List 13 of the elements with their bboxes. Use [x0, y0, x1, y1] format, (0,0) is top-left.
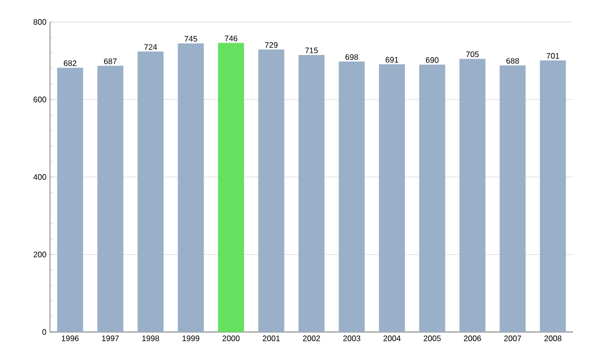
bar: [540, 60, 566, 332]
bar: [138, 51, 164, 332]
bar: [500, 65, 526, 332]
bar: [258, 50, 284, 332]
bar: [459, 58, 486, 332]
bar: [218, 42, 244, 332]
bar: [178, 43, 204, 332]
bar: [338, 62, 365, 332]
bar: [298, 54, 325, 332]
bar: [97, 66, 124, 332]
bar: [378, 64, 405, 332]
bar: [57, 68, 84, 332]
bar: [419, 64, 446, 332]
